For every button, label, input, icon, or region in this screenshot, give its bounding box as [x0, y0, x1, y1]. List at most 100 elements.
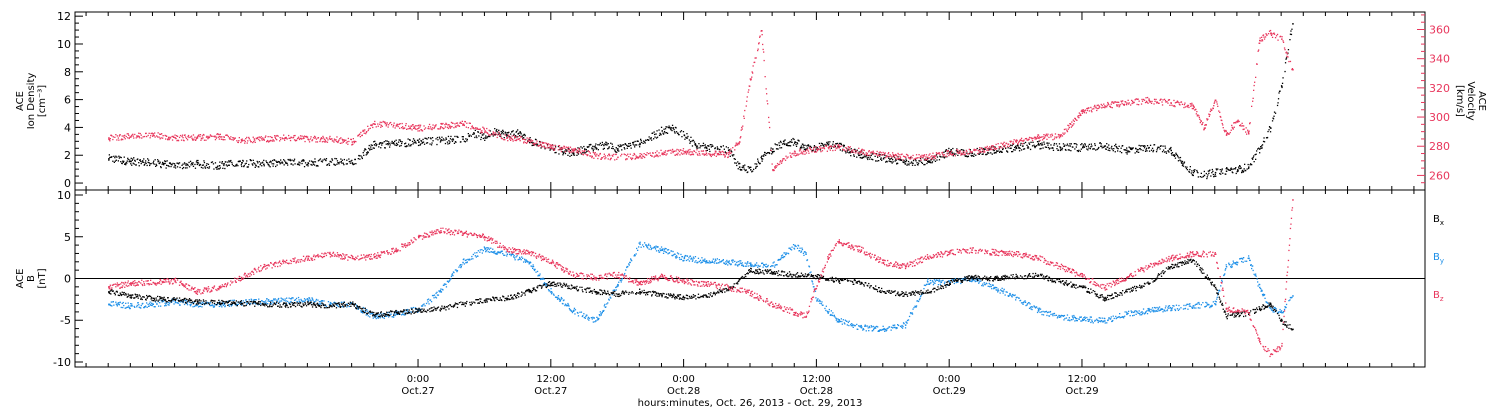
data-point [237, 141, 239, 144]
data-point [666, 132, 669, 134]
data-point [695, 260, 697, 262]
data-point [1243, 168, 1245, 170]
data-point [196, 163, 199, 166]
data-point [324, 139, 327, 141]
data-point [649, 152, 651, 154]
data-point [130, 303, 132, 305]
data-point [319, 158, 322, 160]
data-point [559, 299, 562, 302]
data-point [836, 147, 838, 150]
data-point [1013, 149, 1015, 151]
data-point [1016, 140, 1018, 142]
data-point [834, 144, 836, 146]
data-point [206, 301, 209, 304]
data-point [1037, 142, 1040, 144]
data-point [867, 158, 869, 161]
data-point [532, 264, 534, 266]
data-point [1192, 174, 1194, 177]
data-point [203, 304, 206, 306]
data-point [1238, 120, 1240, 123]
data-point [658, 129, 660, 131]
data-point [525, 261, 527, 263]
data-point [851, 151, 853, 153]
data-point [1050, 136, 1052, 138]
data-point [670, 127, 673, 129]
data-point [711, 154, 713, 156]
data-point [564, 303, 567, 305]
data-point [302, 136, 305, 138]
data-point [636, 247, 638, 250]
data-point [304, 299, 307, 301]
data-point [191, 302, 193, 304]
data-point [1203, 170, 1205, 173]
data-point [829, 145, 831, 147]
data-point [123, 135, 125, 137]
data-point [262, 161, 264, 163]
data-point [485, 251, 487, 253]
data-point [959, 150, 961, 152]
data-point [192, 162, 194, 164]
data-point [219, 167, 221, 169]
data-point [623, 147, 625, 149]
data-point [408, 145, 410, 147]
data-point [1259, 152, 1261, 154]
data-point [697, 257, 700, 259]
data-point [208, 166, 211, 168]
data-point [931, 161, 934, 163]
data-point [1217, 105, 1219, 107]
data-point [648, 153, 650, 155]
data-point [1220, 171, 1222, 173]
data-point [731, 260, 733, 262]
data-point [453, 127, 455, 129]
data-point [118, 135, 120, 137]
data-point [927, 156, 929, 159]
data-point [897, 158, 899, 160]
data-point [429, 299, 432, 301]
data-point [1164, 147, 1167, 149]
data-point [242, 140, 244, 142]
data-point [994, 146, 996, 148]
data-point [1169, 147, 1172, 150]
data-point [665, 251, 668, 254]
data-point [436, 291, 438, 293]
data-point [1160, 145, 1162, 147]
data-point [694, 143, 697, 145]
data-point [1198, 116, 1200, 119]
data-point [1277, 102, 1279, 104]
data-point [931, 155, 933, 157]
data-point [199, 305, 202, 307]
data-point [115, 159, 117, 161]
data-point [1208, 172, 1210, 174]
data-point [543, 145, 545, 147]
data-point [321, 300, 323, 302]
data-point [747, 261, 749, 263]
data-point [1012, 141, 1014, 143]
data-point [323, 140, 325, 143]
data-point [217, 168, 219, 170]
data-point [1023, 148, 1026, 150]
data-point [897, 158, 900, 161]
data-point [542, 142, 545, 144]
data-point [145, 162, 147, 164]
data-point [991, 153, 993, 155]
data-point [734, 162, 736, 164]
data-point [486, 136, 488, 138]
data-point [1259, 42, 1261, 44]
data-point [1128, 102, 1130, 104]
data-point [606, 144, 608, 146]
data-point [216, 166, 219, 168]
data-point [1124, 103, 1126, 106]
data-point [149, 163, 151, 165]
data-point [754, 163, 756, 165]
data-point [764, 152, 766, 154]
data-point [839, 145, 841, 148]
data-point [1163, 151, 1166, 153]
data-point [365, 310, 367, 313]
data-point [1193, 106, 1195, 108]
data-point [917, 162, 920, 164]
data-point [570, 154, 573, 156]
data-point [1225, 173, 1227, 175]
data-point [736, 164, 738, 167]
data-point [127, 133, 129, 135]
data-point [135, 164, 137, 166]
